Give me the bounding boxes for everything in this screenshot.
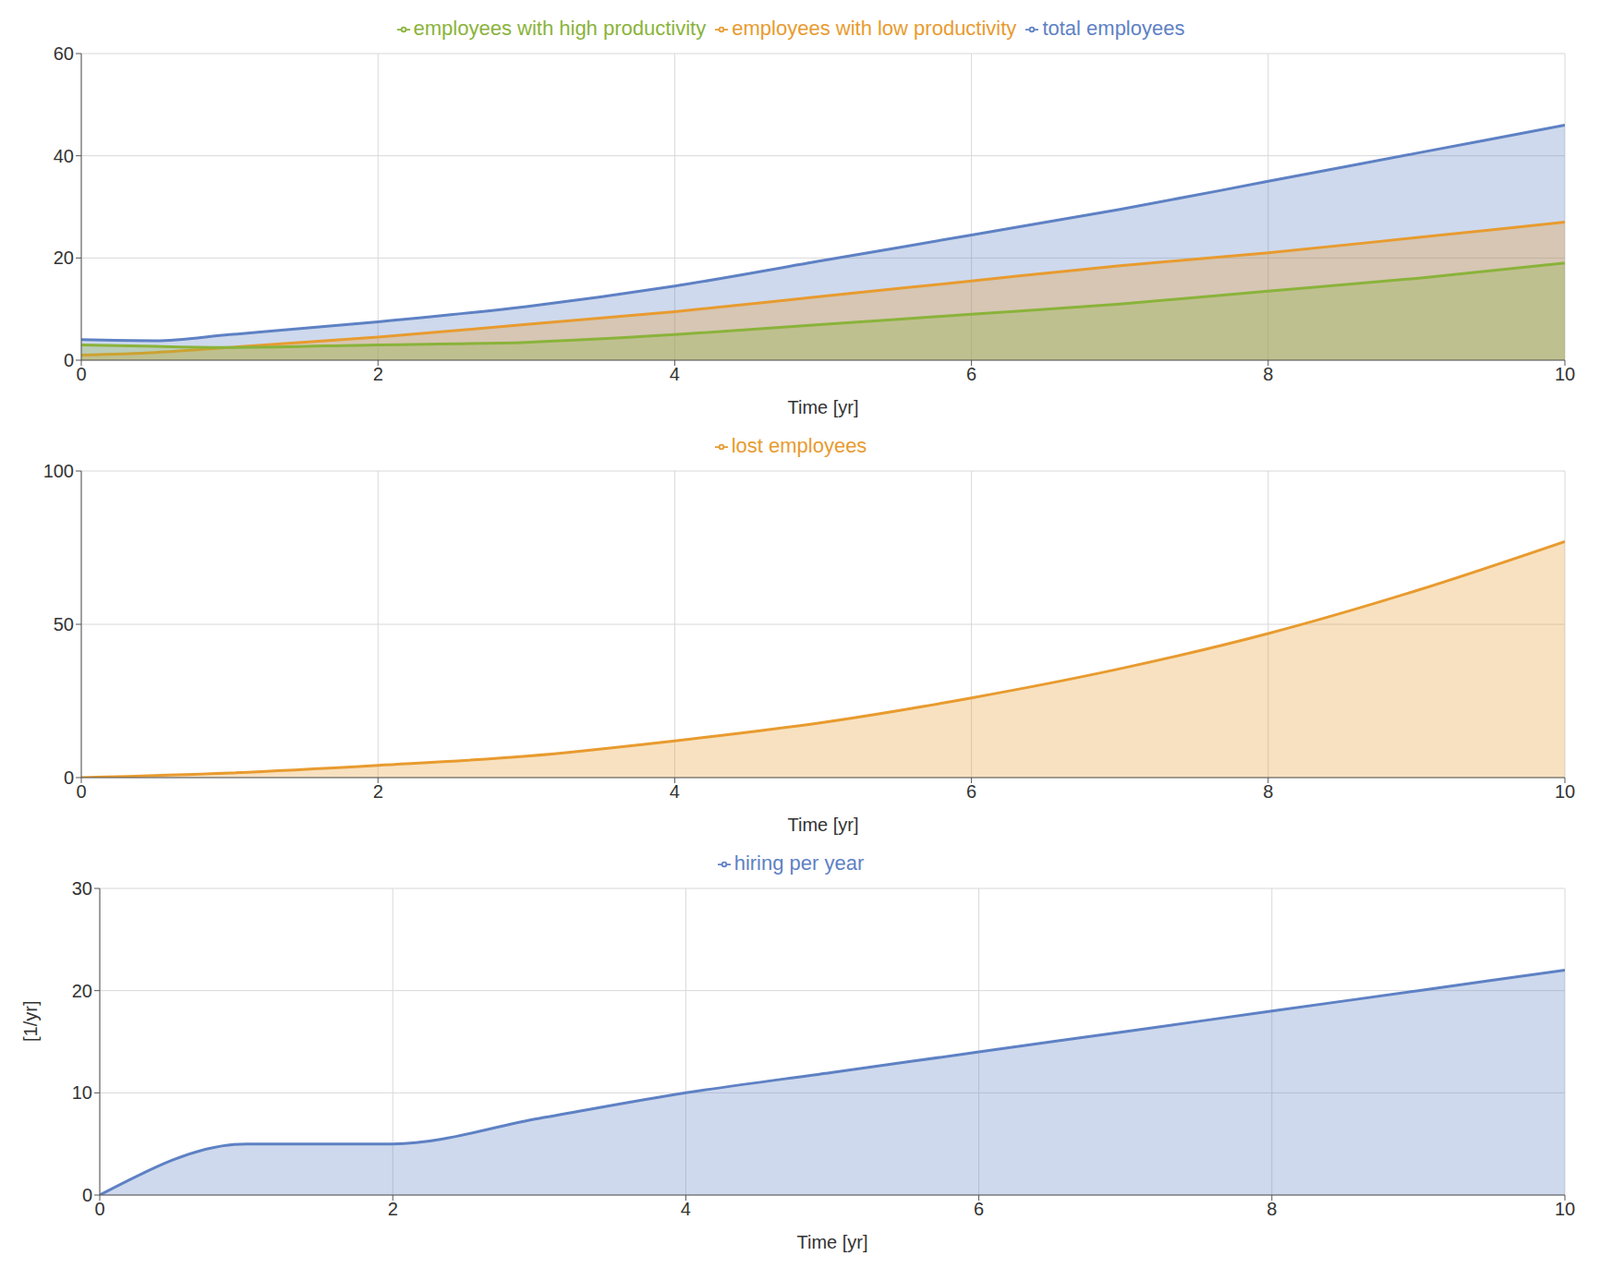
svg-text:Time [yr]: Time [yr]: [796, 1232, 868, 1253]
svg-text:8: 8: [1262, 781, 1273, 802]
svg-text:40: 40: [53, 145, 74, 167]
svg-text:6: 6: [973, 1199, 984, 1220]
svg-text:Time [yr]: Time [yr]: [787, 397, 859, 418]
svg-text:[1/yr]: [1/yr]: [20, 1001, 41, 1043]
svg-text:0: 0: [75, 363, 86, 385]
svg-text:0: 0: [63, 767, 74, 788]
svg-text:0: 0: [75, 781, 86, 802]
svg-text:2: 2: [373, 363, 384, 385]
svg-text:8: 8: [1262, 363, 1273, 385]
svg-text:10: 10: [1554, 781, 1576, 802]
svg-text:4: 4: [680, 1199, 691, 1220]
svg-text:0: 0: [94, 1199, 105, 1220]
svg-text:20: 20: [72, 981, 93, 1002]
svg-text:2: 2: [373, 781, 384, 802]
svg-text:30: 30: [72, 878, 93, 899]
svg-text:8: 8: [1266, 1199, 1277, 1220]
svg-text:2: 2: [387, 1199, 399, 1220]
html-text:hiring per year: hiring per year: [734, 851, 865, 875]
svg-text:4: 4: [669, 781, 680, 802]
svg-text:0: 0: [63, 350, 74, 371]
html-text:employees with high productivi: employees with high productivity: [413, 16, 706, 40]
svg-text:10: 10: [72, 1082, 93, 1104]
html-text:total employees: total employees: [1042, 16, 1185, 40]
svg-text:0: 0: [82, 1185, 93, 1206]
svg-text:4: 4: [669, 363, 680, 385]
svg-text:60: 60: [53, 43, 74, 64]
svg-text:100: 100: [43, 460, 74, 482]
html-text:lost employees: lost employees: [731, 434, 867, 458]
svg-text:10: 10: [1554, 1199, 1576, 1220]
html-text:employees with low productivit: employees with low productivity: [731, 16, 1017, 40]
svg-text:50: 50: [53, 614, 74, 635]
svg-text:6: 6: [966, 781, 977, 802]
svg-text:20: 20: [53, 247, 74, 268]
svg-text:10: 10: [1554, 363, 1576, 385]
svg-text:6: 6: [966, 363, 977, 385]
svg-text:Time [yr]: Time [yr]: [787, 814, 859, 836]
